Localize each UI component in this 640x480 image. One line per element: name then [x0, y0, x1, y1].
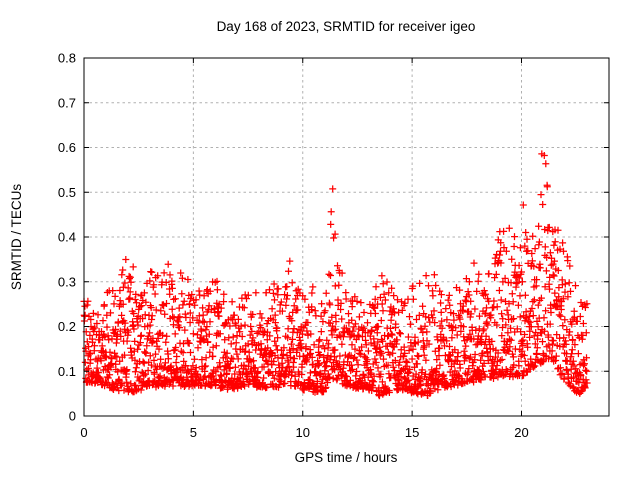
y-tick-label: 0.6: [58, 140, 76, 155]
axis-ticks: [83, 57, 609, 417]
data-series-layer: [80, 150, 591, 400]
x-tick-label: 20: [514, 425, 528, 440]
y-tick-label: 0.1: [58, 364, 76, 379]
x-axis-label: GPS time / hours: [295, 450, 398, 465]
y-tick-label: 0.4: [58, 230, 76, 245]
y-tick-label: 0.2: [58, 319, 76, 334]
y-tick-label: 0.5: [58, 185, 76, 200]
y-tick-label: 0.7: [58, 95, 76, 110]
x-tick-label: 15: [405, 425, 419, 440]
x-tick-label: 5: [190, 425, 197, 440]
y-tick-label: 0: [69, 409, 76, 424]
x-tick-label: 10: [296, 425, 310, 440]
chart-title: Day 168 of 2023, SRMTID for receiver ige…: [217, 19, 476, 34]
y-axis-label: SRMTID / TECUs: [9, 184, 24, 291]
data-points-srmtid: [80, 150, 591, 400]
x-tick-label: 0: [80, 425, 87, 440]
tick-labels: 0 5 10 15 20 0 0.1 0.2 0.3 0.4 0.5 0.6 0.7 0.8: [58, 51, 529, 441]
y-tick-label: 0.8: [58, 51, 76, 66]
y-tick-label: 0.3: [58, 274, 76, 289]
